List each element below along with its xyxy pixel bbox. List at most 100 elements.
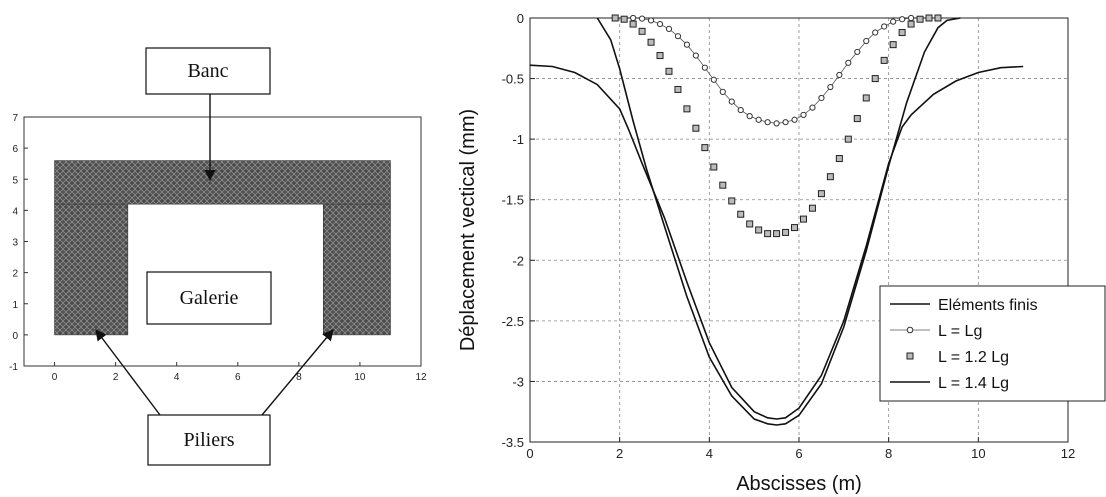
point-1-22 (827, 83, 834, 91)
legend-label-0: Eléments finis (938, 297, 1038, 314)
y-tick-label-5: -2.5 (502, 314, 524, 329)
point-2-27 (853, 115, 861, 123)
diagram-y-ticks: -1 0 1 2 3 4 5 6 7 (9, 113, 28, 373)
y-tick-label-6: -3 (512, 374, 524, 389)
point-2-35 (925, 14, 933, 22)
point-1-5 (674, 33, 682, 40)
chart-series (529, 14, 1024, 426)
point-2-9 (692, 124, 700, 132)
point-2-25 (835, 155, 843, 163)
series-0 (529, 64, 1024, 420)
diagram-x-tick-label-1: 2 (113, 372, 119, 383)
point-1-4 (665, 25, 673, 33)
point-2-28 (862, 94, 870, 102)
chart-y-ticks: 0 -0.5 -1 -1.5 -2 -2.5 -3 -3.5 (502, 11, 535, 450)
piliers-label: Piliers (183, 429, 234, 451)
point-2-31 (889, 41, 897, 49)
point-2-5 (656, 52, 664, 60)
y-tick-label-0: 0 (517, 11, 524, 26)
x-tick-label-1: 2 (616, 446, 623, 461)
diagram-x-tick-label-6: 12 (415, 372, 427, 383)
chart-x-ticks: 0 2 4 6 8 10 12 (526, 437, 1075, 461)
y-tick-label-7: -3.5 (502, 435, 524, 450)
point-1-13 (746, 113, 753, 120)
point-2-13 (728, 197, 736, 205)
point-2-17 (764, 230, 772, 238)
point-1-28 (881, 23, 888, 30)
point-1-24 (845, 59, 852, 66)
point-2-24 (826, 173, 834, 181)
x-tick-label-5: 10 (971, 446, 985, 461)
diagram-y-tick-label-6: 5 (12, 175, 18, 186)
point-2-12 (719, 181, 727, 189)
point-2-26 (844, 135, 852, 143)
point-2-15 (746, 220, 754, 228)
point-1-31 (907, 14, 915, 22)
banc-callout-box (145, 47, 271, 95)
point-2-21 (799, 215, 807, 223)
point-2-3 (638, 27, 646, 35)
point-2-0 (611, 14, 619, 22)
y-axis-label: Déplacement vectical (mm) (457, 109, 479, 351)
x-axis-label: Abscisses (m) (736, 473, 862, 495)
point-2-23 (817, 190, 825, 198)
diagram-y-tick-label-8: 7 (12, 113, 18, 124)
diagram-x-tick-label-4: 8 (296, 372, 302, 383)
diagram-y-tick-label-4: 3 (12, 238, 18, 249)
point-2-18 (773, 230, 781, 238)
point-1-18 (791, 116, 798, 123)
point-1-3 (656, 20, 664, 28)
galerie-callout-box (146, 271, 272, 325)
diagram-x-ticks: 0 2 4 6 8 10 12 (52, 362, 427, 383)
point-2-10 (701, 144, 709, 152)
series-line-0 (529, 64, 1024, 420)
piliers-callout-box (147, 414, 271, 466)
diagram-y-tick-label-7: 6 (12, 144, 18, 155)
point-1-19 (800, 111, 807, 119)
point-2-22 (808, 204, 816, 212)
point-1-23 (836, 71, 843, 79)
y-tick-label-1: -0.5 (502, 72, 524, 87)
y-tick-label-2: -1 (512, 132, 524, 147)
legend-swatch-2 (906, 352, 914, 360)
point-2-16 (755, 226, 763, 234)
point-1-15 (764, 119, 771, 126)
legend-items: Eléments finis L = Lg L = 1.2 Lg L = 1.4 Lg (890, 297, 1038, 392)
diagram-y-tick-label-2: 1 (12, 300, 18, 311)
point-2-30 (880, 56, 888, 64)
point-2-14 (737, 210, 745, 218)
legend-label-2: L = 1.2 Lg (938, 349, 1009, 366)
piliers-arrow-right (261, 329, 334, 416)
series-2 (611, 14, 942, 238)
point-2-20 (791, 224, 799, 232)
point-1-1 (638, 15, 646, 22)
point-1-10 (719, 88, 726, 95)
diagram-y-tick-label-0: -1 (9, 362, 18, 373)
point-2-34 (916, 15, 924, 23)
galerie-label: Galerie (180, 287, 239, 309)
diagram-x-tick-label-0: 0 (52, 372, 58, 383)
point-2-4 (647, 38, 655, 46)
diagram-y-tick-label-1: 0 (12, 331, 18, 342)
x-tick-label-0: 0 (526, 446, 533, 461)
point-1-12 (737, 106, 744, 114)
banc-label: Banc (187, 60, 228, 82)
series-line-3 (596, 17, 961, 426)
point-1-14 (755, 116, 762, 123)
point-1-27 (872, 29, 879, 36)
point-1-20 (809, 104, 816, 111)
point-1-25 (854, 48, 861, 56)
series-line-1 (633, 17, 912, 124)
point-1-7 (692, 52, 699, 59)
point-1-11 (728, 98, 735, 105)
diagram-x-tick-label-5: 10 (354, 372, 366, 383)
x-tick-label-4: 8 (885, 446, 892, 461)
point-1-29 (890, 18, 897, 25)
mesh-banc (54, 160, 391, 205)
point-2-2 (629, 20, 637, 28)
legend: Eléments finis L = Lg L = 1.2 Lg L = 1.4 Lg (879, 285, 1106, 402)
point-2-36 (934, 14, 942, 22)
chart-grid (530, 18, 1068, 442)
